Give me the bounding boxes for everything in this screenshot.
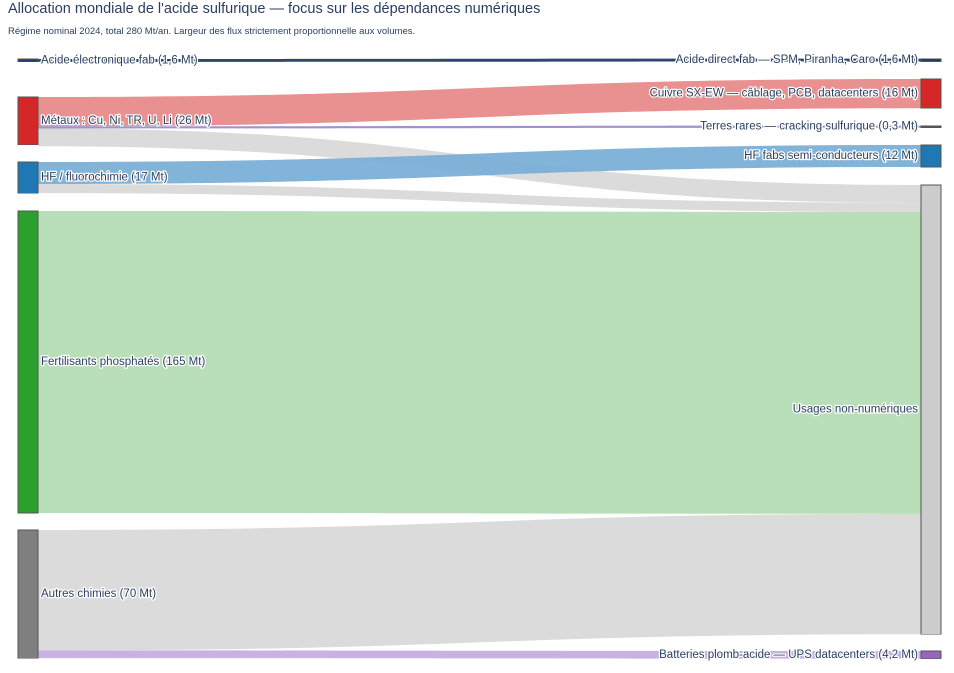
links-layer	[38, 58, 921, 659]
sankey-link-metaux-to-cuivre	[38, 79, 921, 127]
sankey-label-tgt-ups: Batteries plomb-acide — UPS datacenters …	[659, 649, 918, 661]
sankey-label-src-fert: Fertilisants phosphatés (165 Mt)	[41, 356, 205, 368]
sankey-node-tgt-hf	[920, 144, 942, 168]
sankey-label-src-metaux: Métaux : Cu, Ni, TR, U, Li (26 Mt)	[41, 115, 212, 127]
sankey-label-tgt-nonnum: Usages non-numériques	[793, 404, 919, 416]
labels-layer: Acide électronique fab (1,6 Mt) Métaux : …	[40, 53, 920, 662]
sankey-node-tgt-spm	[920, 58, 942, 62]
sankey-link-metaux-to-tr	[38, 125, 921, 129]
sankey-node-tgt-cuivre	[920, 78, 942, 109]
sankey-link-hf-to-hf	[38, 145, 921, 184]
sankey-label-src-autres: Autres chimies (70 Mt)	[41, 588, 156, 600]
sankey-node-src-autres	[17, 529, 39, 659]
sankey-label-tgt-hf: HF fabs semi-conducteurs (12 Mt)	[744, 150, 918, 162]
sankey-label-src-elec: Acide électronique fab (1,6 Mt)	[41, 54, 198, 66]
chart-title: Allocation mondiale de l'acide sulfuriqu…	[8, 1, 541, 17]
sankey-label-tgt-tr: Terres rares — cracking sulfurique (0,3 …	[700, 121, 918, 133]
sankey-link-autres-to-nonnum	[38, 513, 921, 651]
chart-subtitle: Régime nominal 2024, total 280 Mt/an. La…	[8, 26, 416, 37]
sankey-node-src-elec	[17, 58, 39, 63]
sankey-label-tgt-spm: Acide direct fab — SPM, Piranha, Caro (1…	[676, 54, 918, 66]
sankey-node-src-hf	[17, 161, 39, 194]
sankey-link-hf-to-nonnum	[38, 183, 921, 212]
sankey-label-tgt-cuivre: Cuivre SX-EW — câblage, PCB, datacenters…	[650, 88, 919, 100]
sankey-node-src-fert	[17, 210, 39, 514]
sankey-node-src-metaux	[17, 96, 39, 145]
nodes-layer	[17, 58, 942, 659]
sankey-label-src-hf: HF / fluorochimie (17 Mt)	[41, 172, 168, 184]
sankey-link-fert-to-nonnum	[38, 211, 921, 514]
sankey-link-elec-to-spm	[38, 58, 921, 62]
sankey-node-tgt-tr	[920, 125, 942, 129]
sankey-node-tgt-ups	[920, 650, 942, 659]
sankey-link-autres-to-ups	[38, 650, 921, 659]
sankey-node-tgt-nonnum	[920, 184, 942, 635]
